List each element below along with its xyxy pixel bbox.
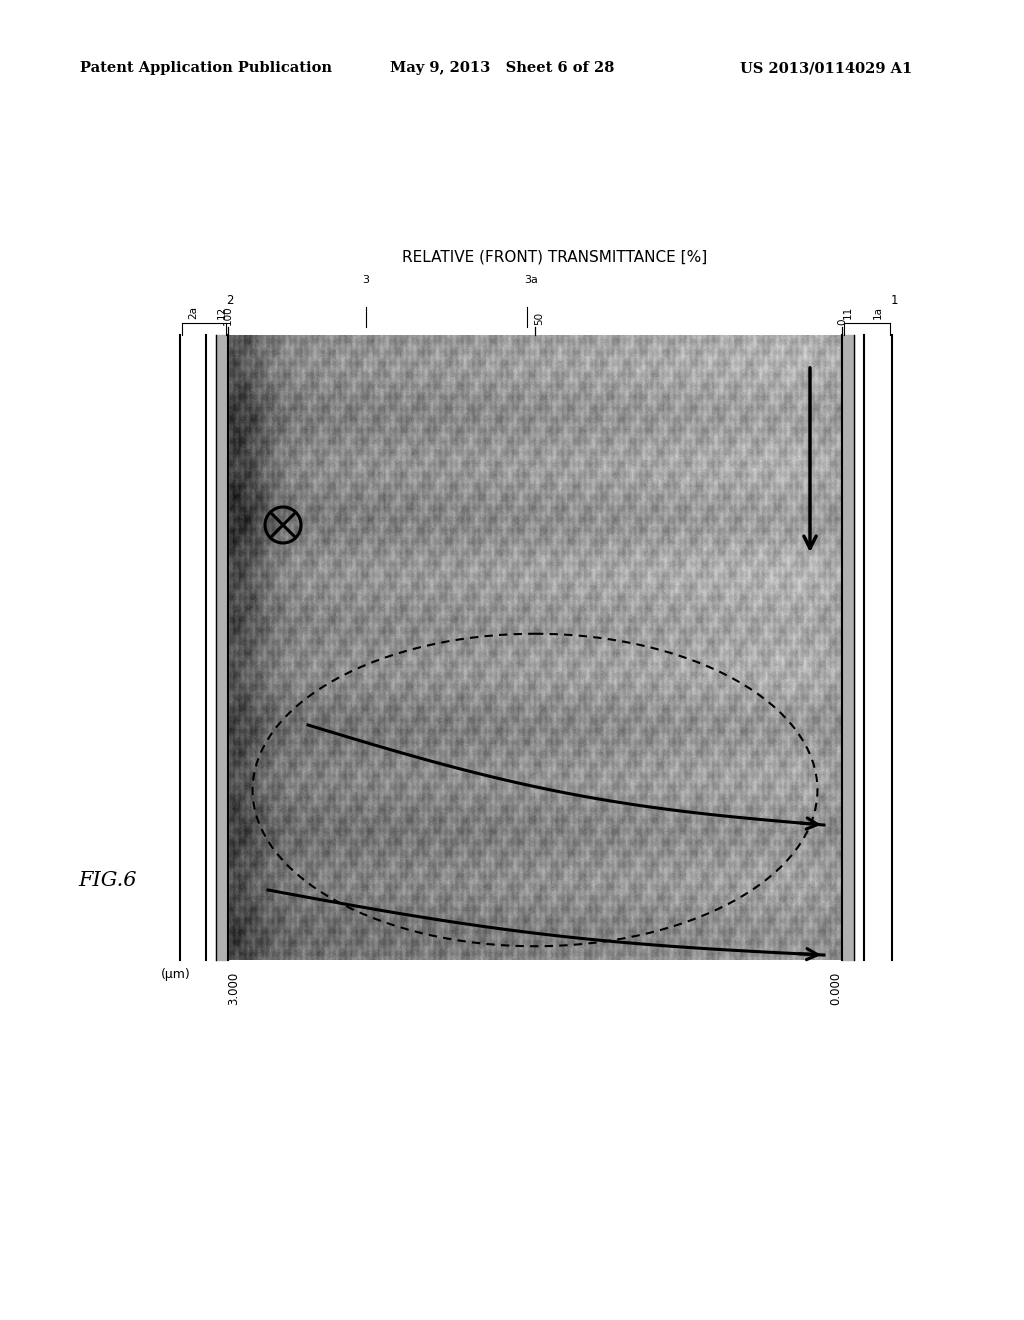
Text: (μm): (μm)	[161, 968, 190, 981]
Text: 12: 12	[217, 306, 227, 319]
Text: RELATIVE (FRONT) TRANSMITTANCE [%]: RELATIVE (FRONT) TRANSMITTANCE [%]	[402, 249, 708, 264]
Text: 2: 2	[226, 294, 233, 308]
Text: 0.000: 0.000	[829, 972, 843, 1006]
Text: Patent Application Publication: Patent Application Publication	[80, 61, 332, 75]
Text: 11: 11	[843, 306, 853, 319]
Text: 2a: 2a	[188, 306, 198, 319]
Text: FIG.6: FIG.6	[79, 870, 137, 890]
Text: 3: 3	[362, 275, 370, 285]
Text: 1: 1	[890, 294, 898, 308]
Text: 3.000: 3.000	[227, 972, 241, 1006]
Text: 100: 100	[223, 305, 233, 325]
Text: 3a: 3a	[524, 275, 538, 285]
Text: US 2013/0114029 A1: US 2013/0114029 A1	[740, 61, 912, 75]
Text: 50: 50	[534, 312, 544, 325]
Text: 0: 0	[837, 318, 847, 325]
Text: 1a: 1a	[873, 306, 883, 319]
Text: May 9, 2013   Sheet 6 of 28: May 9, 2013 Sheet 6 of 28	[390, 61, 614, 75]
